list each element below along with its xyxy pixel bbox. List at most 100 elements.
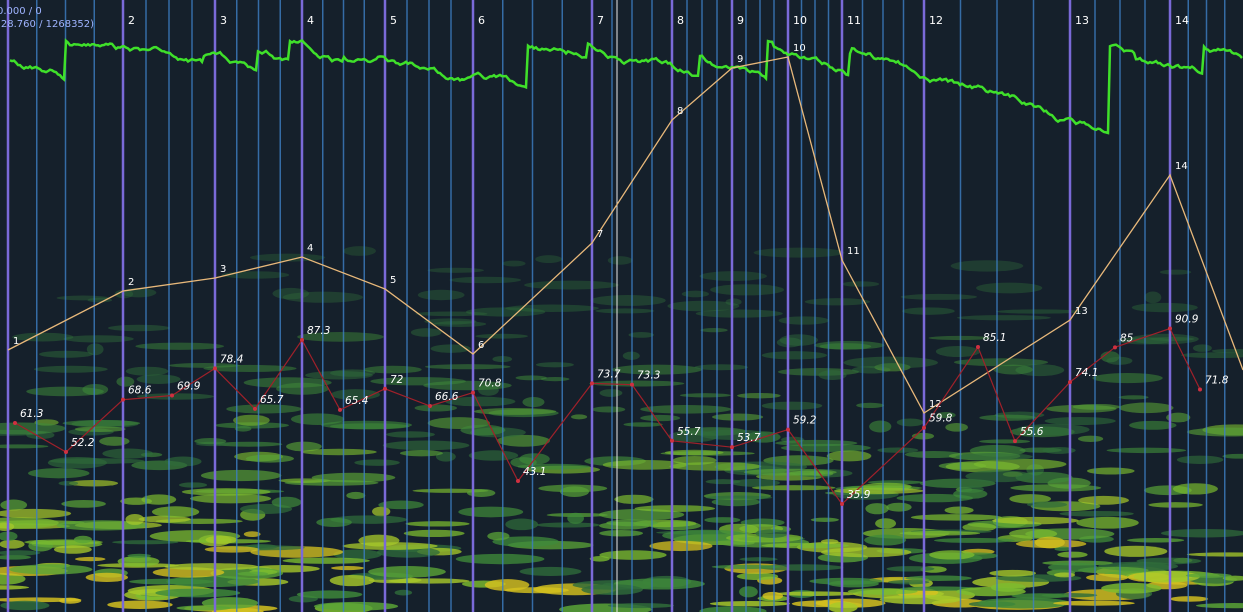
spectral-band — [129, 579, 213, 585]
spectral-band — [474, 408, 557, 415]
spectral-band — [1087, 467, 1135, 474]
value-point — [64, 450, 68, 454]
value-label: 55.7 — [677, 426, 701, 438]
spectral-band — [649, 541, 712, 551]
spectral-band — [956, 587, 1026, 596]
readout-position: 0.000 / 0 — [0, 6, 42, 17]
spectral-band — [505, 587, 569, 593]
spectral-band — [762, 351, 827, 359]
spectral-band — [63, 420, 141, 426]
spectral-band — [1177, 456, 1224, 464]
spectral-band — [976, 283, 1042, 294]
spectral-band — [1048, 563, 1098, 572]
value-point — [338, 408, 342, 412]
value-point — [1113, 345, 1117, 349]
spectral-band — [1160, 270, 1191, 275]
value-label: 73.3 — [637, 370, 660, 382]
value-point — [213, 366, 217, 370]
tempo-label: 8 — [677, 106, 683, 117]
spectral-band — [1170, 596, 1208, 602]
value-point — [300, 338, 304, 342]
value-label: 72 — [390, 374, 404, 386]
value-label: 69.9 — [177, 381, 201, 393]
spectral-band — [364, 366, 422, 374]
spectral-band — [821, 547, 911, 557]
value-point — [170, 394, 174, 398]
spectral-band — [155, 589, 240, 598]
value-label: 52.2 — [71, 437, 95, 449]
spectral-band — [700, 271, 767, 281]
spectral-band — [696, 309, 783, 317]
spectral-band — [1045, 417, 1116, 425]
spectral-band — [1101, 583, 1162, 594]
spectral-band — [902, 307, 955, 314]
spectral-band — [406, 521, 470, 526]
spectral-band — [1057, 552, 1087, 558]
spectral-band — [502, 261, 525, 267]
spectral-band — [821, 539, 838, 544]
value-label: 85 — [1120, 332, 1134, 344]
spectral-band — [1076, 517, 1138, 529]
spectral-band — [779, 316, 829, 324]
spectral-band — [108, 325, 170, 331]
spectral-band — [467, 489, 495, 497]
spectral-band — [343, 246, 376, 256]
spectral-band — [571, 414, 587, 419]
value-point — [13, 421, 17, 425]
value-label: 85.1 — [983, 332, 1006, 344]
spectral-band — [744, 469, 837, 476]
spectral-band — [246, 455, 294, 463]
spectral-band — [57, 296, 110, 301]
spectral-band — [865, 503, 889, 514]
spectral-band — [99, 437, 129, 446]
spectral-band — [600, 389, 623, 397]
spectral-band — [487, 532, 509, 540]
spectral-band — [135, 343, 224, 350]
spectral-band — [0, 500, 27, 511]
spectral-band — [965, 470, 1033, 482]
value-label: 74.1 — [1075, 367, 1098, 379]
bar-label: 14 — [1175, 14, 1189, 27]
spectral-band — [886, 503, 911, 512]
spectral-band — [1046, 405, 1116, 413]
tempo-label: 6 — [478, 340, 484, 351]
spectral-band — [979, 439, 1030, 443]
spectral-band — [754, 248, 845, 258]
tempo-label: 13 — [1075, 306, 1088, 317]
value-label: 65.7 — [260, 394, 284, 406]
spectral-band — [1092, 373, 1162, 383]
spectral-band — [450, 277, 521, 284]
bar-label: 4 — [307, 14, 314, 27]
spectral-band — [739, 586, 758, 597]
spectral-band — [75, 426, 126, 432]
spectral-band — [475, 334, 528, 339]
spectral-band — [237, 572, 268, 576]
spectral-band — [777, 338, 803, 348]
spectral-band — [712, 413, 763, 420]
value-point — [630, 383, 634, 387]
spectral-band — [900, 531, 981, 536]
spectral-band — [538, 485, 607, 493]
spectral-band — [536, 522, 599, 527]
spectral-band — [9, 564, 92, 574]
spectral-band — [945, 506, 974, 513]
spectral-band — [603, 460, 688, 470]
spectral-band — [567, 513, 584, 524]
bar-label: 13 — [1075, 14, 1089, 27]
value-point — [471, 391, 475, 395]
spectral-band — [520, 567, 582, 576]
spectral-band — [1078, 436, 1103, 442]
value-label: 35.9 — [847, 489, 871, 501]
spectral-band — [427, 268, 484, 273]
spectral-band — [48, 457, 107, 469]
spectral-band — [1119, 403, 1173, 414]
spectral-band — [194, 438, 226, 444]
value-label: 68.6 — [128, 385, 152, 397]
spectral-band — [1193, 344, 1212, 352]
value-label: 71.8 — [1205, 374, 1229, 386]
value-point — [1198, 387, 1202, 391]
spectral-band — [864, 535, 906, 546]
spectral-band — [979, 415, 1036, 421]
page: 0.000 / 0(28.760 / 1268352)2345678910111… — [0, 0, 1243, 612]
value-point — [428, 404, 432, 408]
